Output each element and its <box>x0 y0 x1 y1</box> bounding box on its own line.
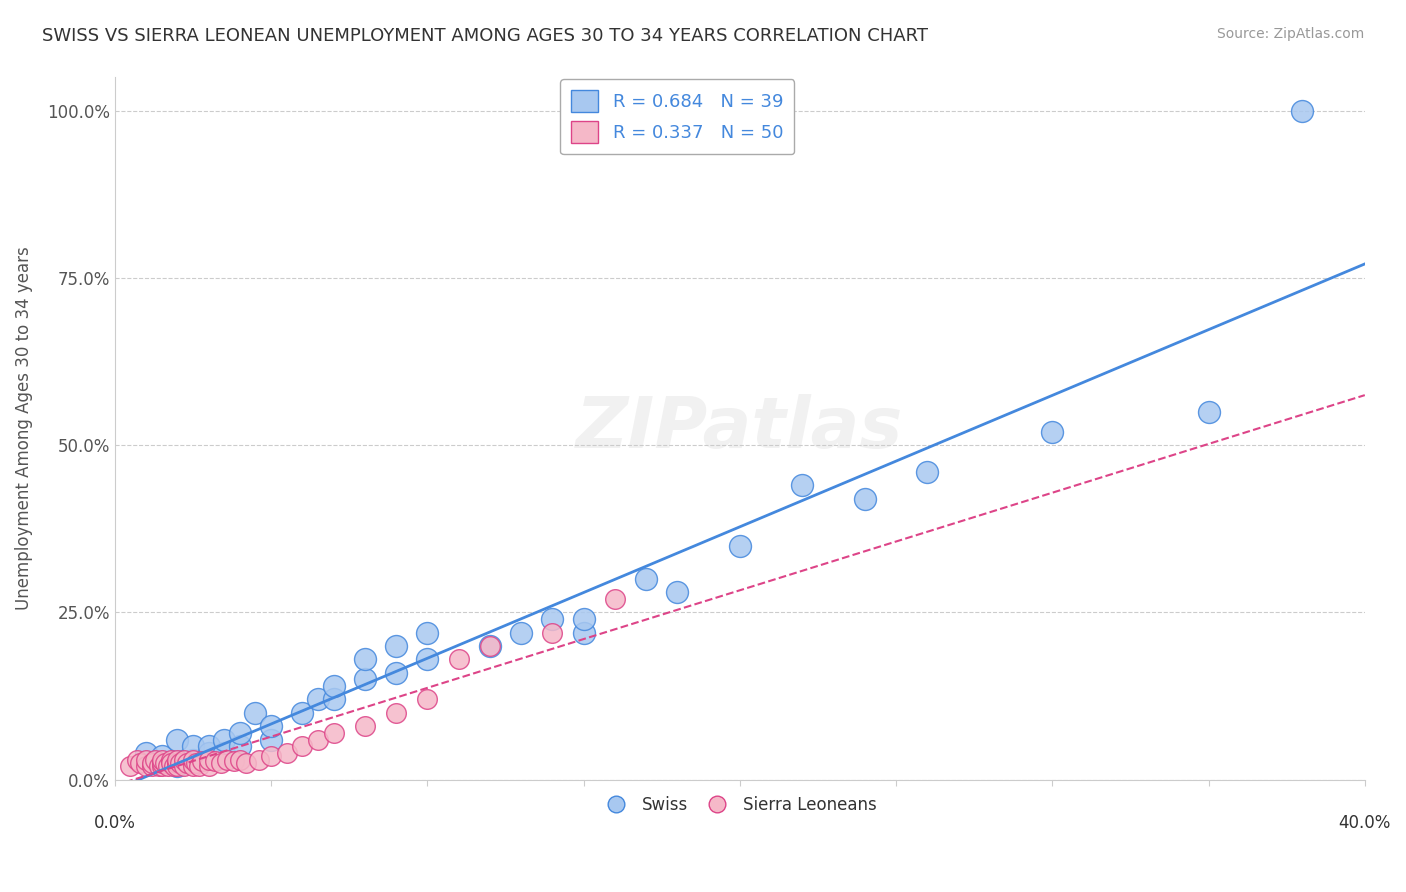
Point <box>166 753 188 767</box>
Point <box>353 652 375 666</box>
Point <box>181 753 204 767</box>
Point <box>135 746 157 760</box>
Point <box>197 746 219 760</box>
Point <box>184 756 207 770</box>
Point <box>188 759 211 773</box>
Y-axis label: Unemployment Among Ages 30 to 34 years: Unemployment Among Ages 30 to 34 years <box>15 247 32 610</box>
Point <box>120 759 142 773</box>
Point <box>416 652 439 666</box>
Point <box>197 739 219 754</box>
Point <box>150 756 173 770</box>
Point <box>322 679 344 693</box>
Legend: Swiss, Sierra Leoneans: Swiss, Sierra Leoneans <box>596 789 883 821</box>
Point <box>229 739 252 754</box>
Point <box>572 612 595 626</box>
Point <box>572 625 595 640</box>
Point <box>153 756 176 770</box>
Point <box>169 756 191 770</box>
Point <box>141 759 163 773</box>
Point <box>148 759 170 773</box>
Point <box>166 759 188 773</box>
Point <box>385 639 408 653</box>
Point <box>209 756 232 770</box>
Point <box>260 749 283 764</box>
Point <box>176 756 198 770</box>
Text: SWISS VS SIERRA LEONEAN UNEMPLOYMENT AMONG AGES 30 TO 34 YEARS CORRELATION CHART: SWISS VS SIERRA LEONEAN UNEMPLOYMENT AMO… <box>42 27 928 45</box>
Point <box>728 539 751 553</box>
Text: 40.0%: 40.0% <box>1339 814 1391 832</box>
Point <box>276 746 298 760</box>
Point <box>1040 425 1063 439</box>
Point <box>478 639 501 653</box>
Point <box>141 756 163 770</box>
Point <box>156 759 179 773</box>
Point <box>166 756 188 770</box>
Point <box>510 625 533 640</box>
Point <box>197 759 219 773</box>
Point <box>307 732 329 747</box>
Point <box>385 706 408 720</box>
Point <box>478 639 501 653</box>
Point <box>1198 405 1220 419</box>
Point <box>229 726 252 740</box>
Point <box>166 732 188 747</box>
Text: 0.0%: 0.0% <box>94 814 136 832</box>
Point <box>128 756 150 770</box>
Point <box>307 692 329 706</box>
Point <box>135 759 157 773</box>
Point <box>1291 103 1313 118</box>
Point <box>212 746 235 760</box>
Point <box>197 753 219 767</box>
Point <box>135 753 157 767</box>
Point <box>160 753 183 767</box>
Point <box>385 665 408 680</box>
Point <box>853 491 876 506</box>
Point <box>541 625 564 640</box>
Point <box>125 753 148 767</box>
Point <box>353 673 375 687</box>
Point <box>163 759 186 773</box>
Point <box>222 754 245 768</box>
Point <box>212 732 235 747</box>
Point <box>150 753 173 767</box>
Point <box>181 753 204 767</box>
Point <box>792 478 814 492</box>
Point <box>181 759 204 773</box>
Point <box>173 753 195 767</box>
Point <box>416 692 439 706</box>
Point <box>416 625 439 640</box>
Point <box>260 719 283 733</box>
Point <box>322 692 344 706</box>
Point <box>229 753 252 767</box>
Point <box>181 739 204 754</box>
Point <box>353 719 375 733</box>
Point <box>917 465 939 479</box>
Point <box>260 732 283 747</box>
Point <box>150 749 173 764</box>
Point <box>217 753 239 767</box>
Point <box>291 706 314 720</box>
Point <box>166 759 188 773</box>
Point <box>247 753 270 767</box>
Point <box>245 706 267 720</box>
Point <box>204 754 226 768</box>
Point <box>150 759 173 773</box>
Point <box>191 754 214 768</box>
Point <box>666 585 689 599</box>
Text: Source: ZipAtlas.com: Source: ZipAtlas.com <box>1216 27 1364 41</box>
Point <box>145 753 167 767</box>
Point <box>634 572 657 586</box>
Point <box>235 756 257 770</box>
Point <box>541 612 564 626</box>
Point <box>160 756 183 770</box>
Point <box>447 652 470 666</box>
Text: ZIPatlas: ZIPatlas <box>576 394 904 463</box>
Point <box>173 759 195 773</box>
Point <box>322 726 344 740</box>
Point <box>603 592 626 607</box>
Point <box>291 739 314 754</box>
